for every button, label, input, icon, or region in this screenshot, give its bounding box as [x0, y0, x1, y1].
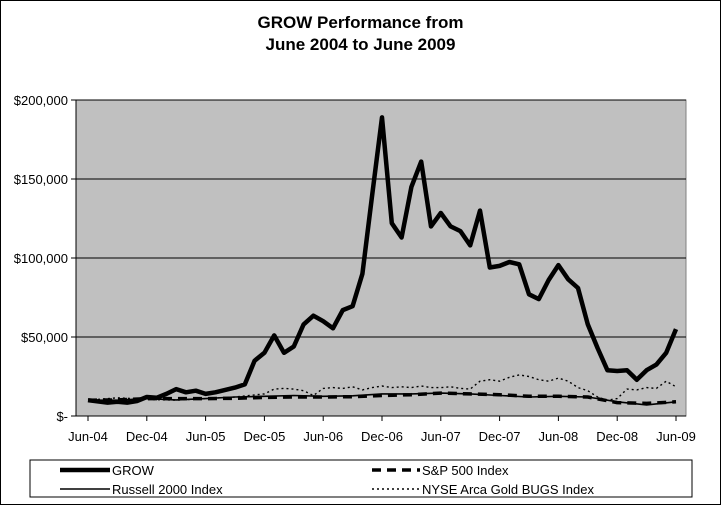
x-tick-label: Jun-07 — [421, 429, 461, 444]
y-axis: $- $50,000 $100,000 $150,000 $200,000 — [14, 93, 77, 424]
legend-box — [29, 459, 693, 498]
x-tick-label: Dec-04 — [126, 429, 168, 444]
x-tick-label: Dec-06 — [361, 429, 403, 444]
x-tick-label: Jun-04 — [68, 429, 108, 444]
y-tick-label: $- — [56, 409, 68, 424]
legend-label-gold-bugs: NYSE Arca Gold BUGS Index — [422, 482, 594, 497]
legend: GROW S&P 500 Index Russell 2000 Index NY… — [29, 459, 693, 498]
chart-title-line-1: GROW Performance from — [257, 13, 464, 32]
series-line-grow — [87, 115, 679, 405]
y-tick-label: $50,000 — [21, 330, 68, 345]
y-tick-label: $150,000 — [14, 172, 68, 187]
chart-title: GROW Performance from June 2004 to June … — [0, 12, 721, 56]
legend-label-sp500: S&P 500 Index — [422, 463, 509, 478]
series-line-nyse-arca-gold-bugs-index — [87, 374, 677, 401]
x-tick-label: Dec-08 — [596, 429, 638, 444]
legend-label-grow: GROW — [112, 463, 155, 478]
series-layer — [87, 115, 679, 406]
legend-label-russell: Russell 2000 Index — [112, 482, 223, 497]
gridlines — [76, 99, 686, 338]
y-tick-label: $100,000 — [14, 251, 68, 266]
x-tick-label: Jun-09 — [656, 429, 696, 444]
y-tick-label: $200,000 — [14, 93, 68, 108]
x-tick-label: Dec-05 — [243, 429, 285, 444]
x-tick-label: Dec-07 — [479, 429, 521, 444]
x-tick-label: Jun-05 — [186, 429, 226, 444]
x-tick-label: Jun-08 — [539, 429, 579, 444]
chart-title-line-2: June 2004 to June 2009 — [265, 35, 456, 54]
x-axis: Jun-04 Dec-04 Jun-05 Dec-05 Jun-06 Dec-06 Jun-… — [68, 415, 696, 444]
series-line-s-p-500-index — [87, 391, 677, 406]
x-tick-label: Jun-06 — [303, 429, 343, 444]
